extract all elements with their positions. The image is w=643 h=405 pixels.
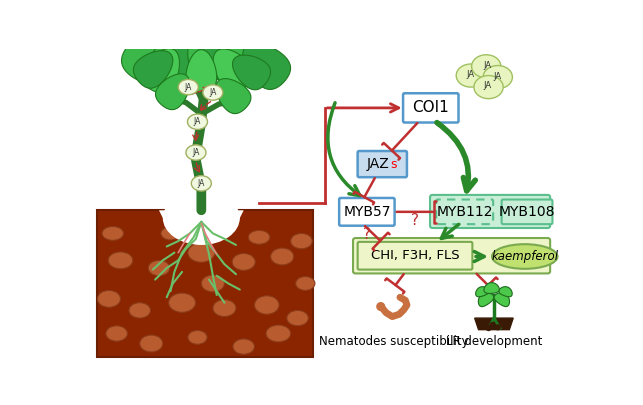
Text: JA: JA: [483, 61, 491, 70]
Polygon shape: [478, 293, 494, 307]
Text: CHI, F3H, FLS: CHI, F3H, FLS: [371, 249, 460, 262]
Text: MYB108: MYB108: [499, 205, 556, 219]
FancyBboxPatch shape: [430, 195, 550, 228]
Ellipse shape: [163, 191, 240, 245]
Ellipse shape: [474, 76, 503, 99]
Text: JA: JA: [197, 179, 205, 188]
Ellipse shape: [188, 243, 215, 262]
Ellipse shape: [148, 260, 170, 276]
Ellipse shape: [201, 275, 224, 292]
Text: MYB112: MYB112: [437, 205, 493, 219]
Circle shape: [377, 303, 385, 310]
Polygon shape: [484, 283, 500, 294]
Ellipse shape: [97, 290, 120, 307]
Ellipse shape: [255, 296, 279, 314]
Text: JA: JA: [209, 88, 217, 97]
Ellipse shape: [456, 64, 485, 87]
Text: JA: JA: [185, 83, 192, 92]
Ellipse shape: [203, 85, 223, 100]
Polygon shape: [147, 34, 188, 87]
Text: ?: ?: [411, 213, 419, 228]
Circle shape: [485, 325, 492, 331]
Ellipse shape: [106, 326, 127, 341]
Ellipse shape: [140, 335, 163, 352]
Text: Nematodes susceptibility: Nematodes susceptibility: [319, 335, 469, 348]
FancyBboxPatch shape: [353, 238, 550, 273]
Text: s: s: [390, 158, 396, 171]
Ellipse shape: [233, 339, 255, 354]
Ellipse shape: [186, 145, 206, 160]
Polygon shape: [475, 318, 513, 330]
Ellipse shape: [178, 79, 198, 95]
Text: JA: JA: [192, 148, 199, 157]
FancyBboxPatch shape: [403, 93, 458, 123]
Ellipse shape: [213, 300, 236, 317]
Polygon shape: [156, 74, 190, 110]
Ellipse shape: [192, 176, 212, 191]
Ellipse shape: [188, 330, 207, 344]
Text: LR development: LR development: [446, 335, 542, 348]
Polygon shape: [122, 28, 170, 82]
Polygon shape: [186, 49, 217, 92]
Ellipse shape: [492, 244, 557, 269]
Polygon shape: [141, 49, 179, 93]
FancyBboxPatch shape: [436, 200, 493, 224]
Circle shape: [494, 324, 501, 330]
Polygon shape: [476, 287, 489, 297]
Circle shape: [498, 319, 505, 325]
Text: JA: JA: [494, 72, 502, 81]
Polygon shape: [167, 28, 204, 78]
Polygon shape: [233, 55, 271, 90]
Ellipse shape: [266, 325, 291, 342]
FancyBboxPatch shape: [358, 151, 407, 177]
Text: JAZ: JAZ: [367, 157, 390, 171]
FancyBboxPatch shape: [339, 198, 395, 226]
Polygon shape: [499, 287, 512, 297]
Text: MYB57: MYB57: [343, 205, 391, 219]
Polygon shape: [188, 22, 222, 75]
Ellipse shape: [102, 226, 123, 240]
Polygon shape: [159, 210, 244, 226]
Ellipse shape: [168, 293, 195, 312]
Ellipse shape: [108, 252, 133, 269]
Text: COI1: COI1: [412, 100, 449, 115]
Ellipse shape: [291, 233, 312, 249]
Polygon shape: [203, 27, 244, 80]
Ellipse shape: [287, 310, 309, 326]
Polygon shape: [97, 210, 313, 356]
Polygon shape: [216, 79, 251, 114]
Polygon shape: [213, 49, 254, 92]
Ellipse shape: [232, 254, 255, 271]
Text: JA: JA: [484, 81, 492, 90]
Polygon shape: [243, 43, 291, 90]
Polygon shape: [494, 293, 509, 307]
Polygon shape: [133, 51, 173, 88]
Ellipse shape: [188, 114, 208, 130]
Text: JA: JA: [467, 70, 475, 79]
Text: ?: ?: [363, 228, 371, 243]
Polygon shape: [222, 33, 269, 85]
Ellipse shape: [483, 66, 512, 89]
Text: JA: JA: [194, 117, 201, 126]
FancyBboxPatch shape: [358, 242, 473, 270]
Ellipse shape: [271, 248, 294, 265]
Circle shape: [481, 319, 487, 325]
Text: kaempferol: kaempferol: [491, 250, 558, 263]
Ellipse shape: [248, 230, 270, 244]
FancyBboxPatch shape: [502, 200, 552, 224]
Ellipse shape: [161, 227, 180, 240]
Ellipse shape: [129, 303, 150, 318]
Circle shape: [489, 322, 496, 328]
Ellipse shape: [471, 55, 501, 78]
Ellipse shape: [296, 277, 315, 290]
